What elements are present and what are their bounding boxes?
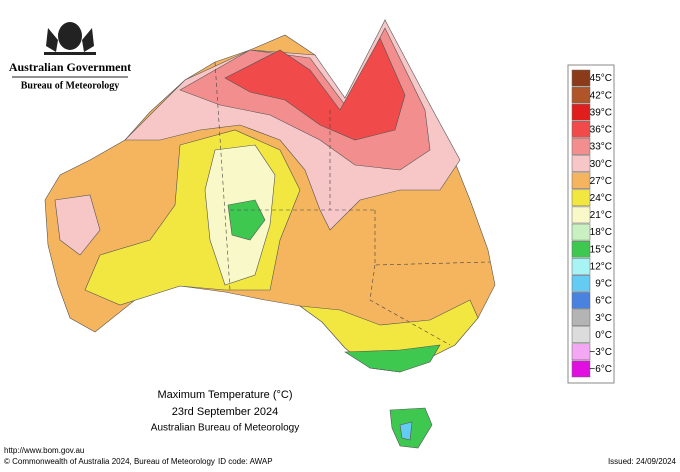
legend-label: 0°C xyxy=(595,330,612,341)
legend-swatch xyxy=(571,172,591,190)
legend-label: 21°C xyxy=(590,210,612,221)
legend-label: 45°C xyxy=(590,73,612,84)
legend-label: −3°C xyxy=(589,347,612,358)
legend-swatch xyxy=(571,223,591,241)
coat-of-arms xyxy=(44,22,96,55)
legend: 45°C 42°C 39°C 36°C 33°C 30°C 27°C 24°C 21°C 18°C… xyxy=(571,69,612,378)
legend-swatch xyxy=(571,257,591,275)
legend-swatch xyxy=(571,326,591,344)
red-zone xyxy=(224,37,406,141)
legend-swatch xyxy=(571,206,591,224)
legend-label: −6°C xyxy=(589,364,612,375)
legend-swatch xyxy=(571,240,591,258)
legend-label: 36°C xyxy=(590,125,612,136)
tasmania-cool xyxy=(399,421,413,441)
footer-copyright: © Commonwealth of Australia 2024, Bureau… xyxy=(4,457,215,466)
legend-label: 39°C xyxy=(590,107,612,118)
legend-label: 6°C xyxy=(595,296,612,307)
caption-title: Maximum Temperature (°C) xyxy=(157,389,292,401)
footer-url: http://www.bom.gov.au xyxy=(4,446,84,455)
legend-swatch xyxy=(571,343,591,361)
legend-swatch xyxy=(571,275,591,292)
legend-label: 3°C xyxy=(595,313,612,324)
south-green xyxy=(344,344,441,373)
legend-label: 33°C xyxy=(590,142,612,153)
legend-label: 9°C xyxy=(595,279,612,290)
legend-swatch xyxy=(571,103,591,121)
footer-id: ID code: AWAP xyxy=(218,457,273,466)
header-title: Australian Government xyxy=(9,60,131,74)
legend-swatch xyxy=(571,86,591,104)
legend-swatch xyxy=(571,189,591,207)
legend-swatch xyxy=(571,309,591,326)
legend-swatch xyxy=(571,121,591,138)
legend-label: 27°C xyxy=(590,176,612,187)
legend-swatch xyxy=(571,69,591,87)
legend-swatch xyxy=(571,155,591,172)
legend-swatch xyxy=(571,138,591,155)
legend-label: 30°C xyxy=(590,159,612,170)
caption-source: Australian Bureau of Meteorology xyxy=(151,423,299,434)
state-borders xyxy=(214,61,491,346)
legend-label: 18°C xyxy=(590,227,612,238)
footer-issued: Issued: 24/09/2024 xyxy=(608,457,677,466)
caption-date: 23rd September 2024 xyxy=(172,406,278,418)
legend-swatch xyxy=(571,360,591,378)
west-pink xyxy=(54,194,101,256)
australia-map xyxy=(44,19,496,449)
legend-label: 12°C xyxy=(590,261,612,272)
legend-label: 15°C xyxy=(590,244,612,255)
legend-label: 24°C xyxy=(590,193,612,204)
legend-swatch xyxy=(571,292,591,309)
legend-label: 42°C xyxy=(590,90,612,101)
header-subtitle: Bureau of Meteorology xyxy=(21,80,120,91)
